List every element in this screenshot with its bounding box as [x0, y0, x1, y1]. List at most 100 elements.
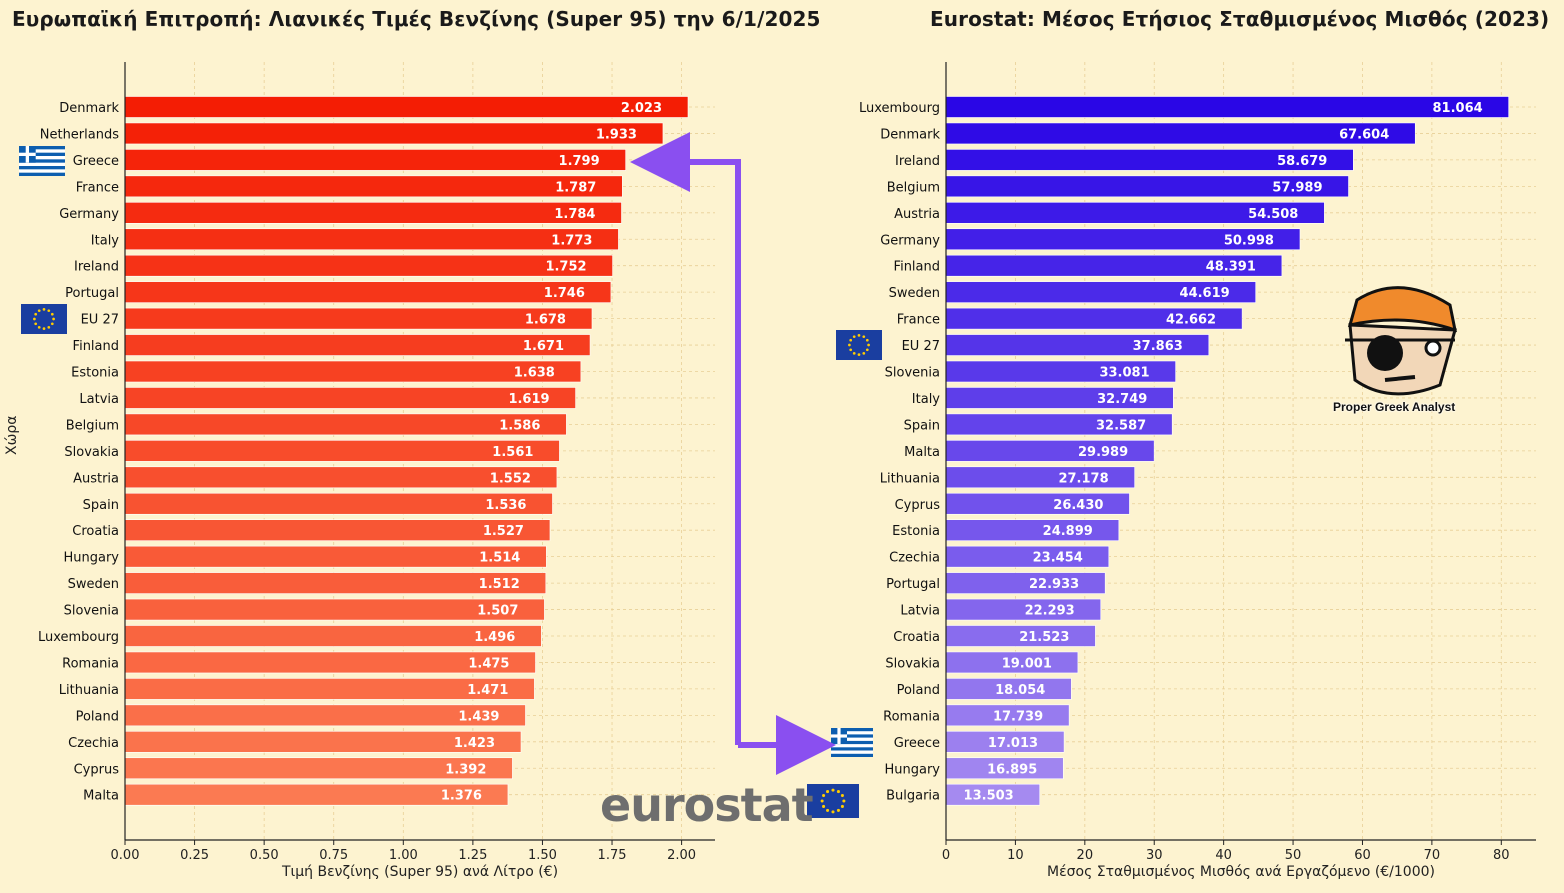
- right-category-label: Austria: [894, 207, 940, 222]
- left-value-label: 1.392: [445, 762, 486, 777]
- right-x-tick-label: 0: [942, 848, 950, 863]
- right-bar-estonia: [945, 519, 1120, 542]
- left-value-label: 1.471: [467, 683, 508, 698]
- left-value-label: 1.376: [441, 789, 482, 804]
- left-x-tick-label: 0.75: [319, 848, 348, 863]
- left-x-axis-label: Τιμή Βενζίνης (Super 95) ανά Λίτρο (€): [281, 864, 559, 880]
- left-value-label: 1.439: [458, 709, 499, 724]
- left-value-label: 1.799: [559, 154, 600, 169]
- left-category-label: France: [76, 180, 119, 195]
- left-category-label: Croatia: [72, 524, 119, 539]
- left-bars: 2.023 1.933 1.799 1.787 1.784 1.773 1.752 1.746…: [124, 96, 689, 806]
- left-bar-germany: [124, 202, 622, 224]
- right-x-axis-label: Μέσος Σταθμισμένος Μισθός ανά Εργαζόμενο…: [1047, 864, 1435, 880]
- left-value-label: 1.671: [523, 339, 564, 354]
- right-axes: 0 10 20 30 40 50 60 70 80 Luxembourg Denmark Irelan…: [859, 62, 1536, 863]
- left-category-label: Austria: [73, 471, 119, 486]
- right-value-label: 32.749: [1097, 392, 1147, 407]
- right-x-tick-label: 30: [1146, 848, 1163, 863]
- left-value-label: 1.586: [499, 418, 540, 433]
- left-category-label: Luxembourg: [38, 630, 119, 645]
- right-category-label: Greece: [894, 736, 940, 751]
- left-value-label: 1.475: [468, 656, 509, 671]
- left-category-label: Latvia: [79, 392, 119, 407]
- right-category-label: Bulgaria: [886, 789, 940, 804]
- left-value-label: 1.638: [514, 366, 555, 381]
- right-category-label: Cyprus: [895, 498, 941, 513]
- right-value-label: 50.998: [1224, 233, 1274, 248]
- left-value-label: 1.527: [483, 524, 524, 539]
- left-bar-ireland: [124, 254, 613, 277]
- right-value-label: 32.587: [1096, 418, 1146, 433]
- left-value-label: 2.023: [621, 101, 662, 116]
- right-value-label: 29.989: [1078, 445, 1128, 460]
- eurostat-logo: eurostat: [600, 778, 814, 832]
- right-x-tick-label: 20: [1077, 848, 1094, 863]
- right-value-label: 17.013: [988, 736, 1038, 751]
- left-category-label: Poland: [76, 709, 119, 724]
- left-category-label: Belgium: [66, 418, 119, 433]
- left-x-tick-label: 1.75: [598, 848, 627, 863]
- left-category-label: Spain: [83, 498, 119, 513]
- right-category-label: Italy: [912, 392, 941, 407]
- right-value-label: 19.001: [1002, 656, 1052, 671]
- right-category-label: Denmark: [880, 127, 940, 142]
- left-x-tick-label: 0.00: [111, 848, 140, 863]
- left-bar-eu-27: [124, 307, 593, 330]
- left-x-tick-label: 0.25: [180, 848, 209, 863]
- right-category-label: Estonia: [892, 524, 940, 539]
- right-category-label: Poland: [897, 683, 940, 698]
- left-value-label: 1.561: [492, 445, 533, 460]
- left-value-label: 1.507: [477, 604, 518, 619]
- right-value-label: 26.430: [1053, 498, 1103, 513]
- right-x-tick-label: 50: [1285, 848, 1302, 863]
- right-value-label: 42.662: [1166, 313, 1216, 328]
- analyst-caption: Proper Greek Analyst: [1333, 400, 1456, 414]
- left-value-label: 1.619: [508, 392, 549, 407]
- left-bar-greece: [124, 149, 626, 171]
- left-x-tick-label: 1.50: [528, 848, 557, 863]
- right-category-label: Czechia: [889, 551, 940, 566]
- greece-flag-icon: [831, 728, 873, 757]
- right-bar-latvia: [945, 598, 1102, 621]
- eu-flag-icon: [21, 304, 67, 334]
- right-category-label: France: [897, 313, 940, 328]
- greece-flag-icon: [19, 146, 65, 176]
- left-value-label: 1.512: [479, 577, 520, 592]
- left-value-label: 1.752: [545, 260, 586, 275]
- right-category-label: Hungary: [884, 762, 940, 777]
- left-bar-denmark: [124, 96, 689, 118]
- left-category-label: Hungary: [63, 551, 119, 566]
- right-category-label: Germany: [880, 233, 940, 248]
- left-value-label: 1.552: [490, 471, 531, 486]
- right-category-label: Finland: [894, 260, 940, 275]
- right-bar-portugal: [945, 572, 1106, 594]
- right-value-label: 27.178: [1058, 471, 1108, 486]
- right-x-tick-label: 10: [1007, 848, 1024, 863]
- left-value-label: 1.746: [544, 286, 585, 301]
- left-category-label: Malta: [83, 789, 119, 804]
- right-category-label: Malta: [904, 445, 940, 460]
- left-category-label: Denmark: [59, 101, 119, 116]
- right-value-label: 54.508: [1248, 207, 1298, 222]
- right-value-label: 58.679: [1277, 154, 1327, 169]
- right-category-label: EU 27: [902, 339, 940, 354]
- left-category-label: Ireland: [74, 260, 119, 275]
- right-category-label: Sweden: [889, 286, 940, 301]
- right-value-label: 57.989: [1272, 180, 1322, 195]
- left-value-label: 1.536: [485, 498, 526, 513]
- right-category-label: Slovakia: [885, 656, 940, 671]
- left-category-label: Greece: [73, 154, 119, 169]
- right-value-label: 16.895: [987, 762, 1037, 777]
- left-category-label: Czechia: [68, 736, 119, 751]
- right-value-label: 23.454: [1033, 551, 1083, 566]
- right-x-tick-label: 40: [1215, 848, 1232, 863]
- right-value-label: 21.523: [1019, 630, 1069, 645]
- left-category-label: Estonia: [71, 366, 119, 381]
- left-value-label: 1.514: [479, 551, 520, 566]
- right-category-label: Belgium: [887, 180, 940, 195]
- left-category-label: Slovenia: [64, 604, 119, 619]
- right-value-label: 48.391: [1206, 260, 1256, 275]
- right-category-label: Croatia: [893, 630, 940, 645]
